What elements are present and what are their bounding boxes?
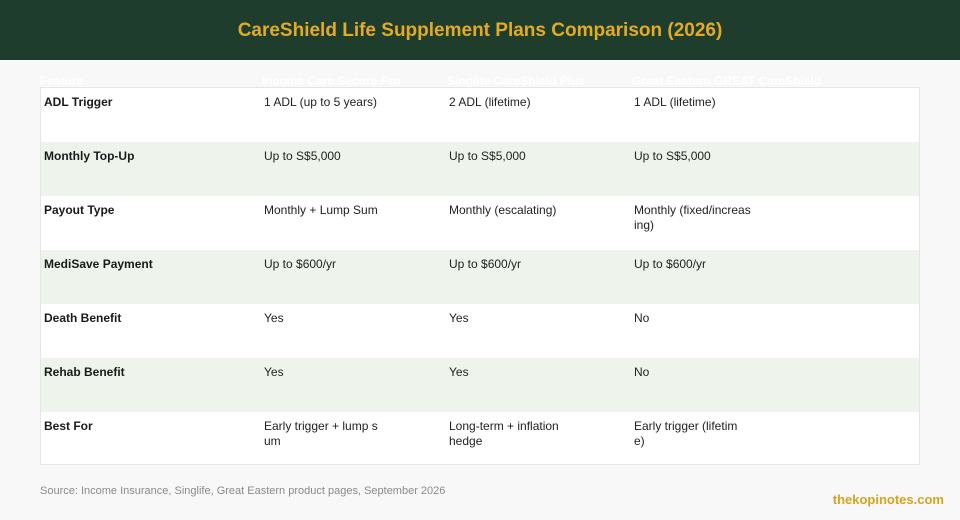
table-row: Payout Type Monthly + Lump Sum Monthly (… (41, 196, 919, 250)
table-row: MediSave Payment Up to $600/yr Up to $60… (41, 250, 919, 304)
table-cell: Early trigger (lifetim e) (634, 419, 738, 448)
row-label: Payout Type (44, 203, 115, 217)
table-row: Monthly Top-Up Up to S$5,000 Up to S$5,0… (41, 142, 919, 196)
table-cell: Monthly (fixed/increas ing) (634, 203, 751, 232)
table-row: Rehab Benefit Yes Yes No (41, 358, 919, 412)
table-row: Death Benefit Yes Yes No (41, 304, 919, 358)
table-cell: Up to S$5,000 (449, 149, 526, 163)
row-label: ADL Trigger (44, 95, 113, 109)
row-label: Best For (44, 419, 93, 433)
table-cell: Up to $600/yr (634, 257, 707, 271)
comparison-table: ADL Trigger 1 ADL (up to 5 years) 2 ADL … (40, 87, 920, 465)
table-cell: Up to S$5,000 (264, 149, 341, 163)
table-cell: Early trigger + lump s um (264, 419, 378, 448)
table-cell: Up to $600/yr (264, 257, 337, 271)
table-cell: Up to S$5,000 (634, 149, 711, 163)
row-label: Rehab Benefit (44, 365, 125, 379)
table-cell: 1 ADL (lifetime) (634, 95, 716, 109)
table-cell: 2 ADL (lifetime) (449, 95, 531, 109)
page-title: CareShield Life Supplement Plans Compari… (237, 20, 723, 41)
table-cell: No (634, 365, 650, 379)
table-cell: Yes (264, 311, 284, 325)
brand-watermark: thekopinotes.com (832, 492, 944, 507)
row-label: Death Benefit (44, 311, 122, 325)
table-cell: Monthly + Lump Sum (264, 203, 378, 217)
column-header-singlife: Singlife CareShield Plus (447, 74, 586, 88)
table-cell: Up to $600/yr (449, 257, 522, 271)
table-cell: Yes (449, 311, 469, 325)
table-cell: Yes (449, 365, 469, 379)
column-header-feature: Feature (40, 74, 84, 88)
title-bar: CareShield Life Supplement Plans Compari… (0, 0, 960, 60)
table-header-row: Feature Income Care Secure Pro Singlife … (40, 74, 920, 90)
table-cell: No (634, 311, 650, 325)
table-cell: 1 ADL (up to 5 years) (264, 95, 377, 109)
column-header-income: Income Care Secure Pro (262, 74, 401, 88)
column-header-great-eastern: Great Eastern GREAT CareShield (632, 74, 822, 88)
row-label: Monthly Top-Up (44, 149, 135, 163)
table-row: Best For Early trigger + lump s um Long-… (41, 412, 919, 464)
table-cell: Yes (264, 365, 284, 379)
table-cell: Long-term + inflation hedge (449, 419, 559, 448)
source-note: Source: Income Insurance, Singlife, Grea… (40, 485, 446, 497)
table-row: ADL Trigger 1 ADL (up to 5 years) 2 ADL … (41, 88, 919, 142)
row-label: MediSave Payment (44, 257, 153, 271)
table-cell: Monthly (escalating) (449, 203, 557, 217)
